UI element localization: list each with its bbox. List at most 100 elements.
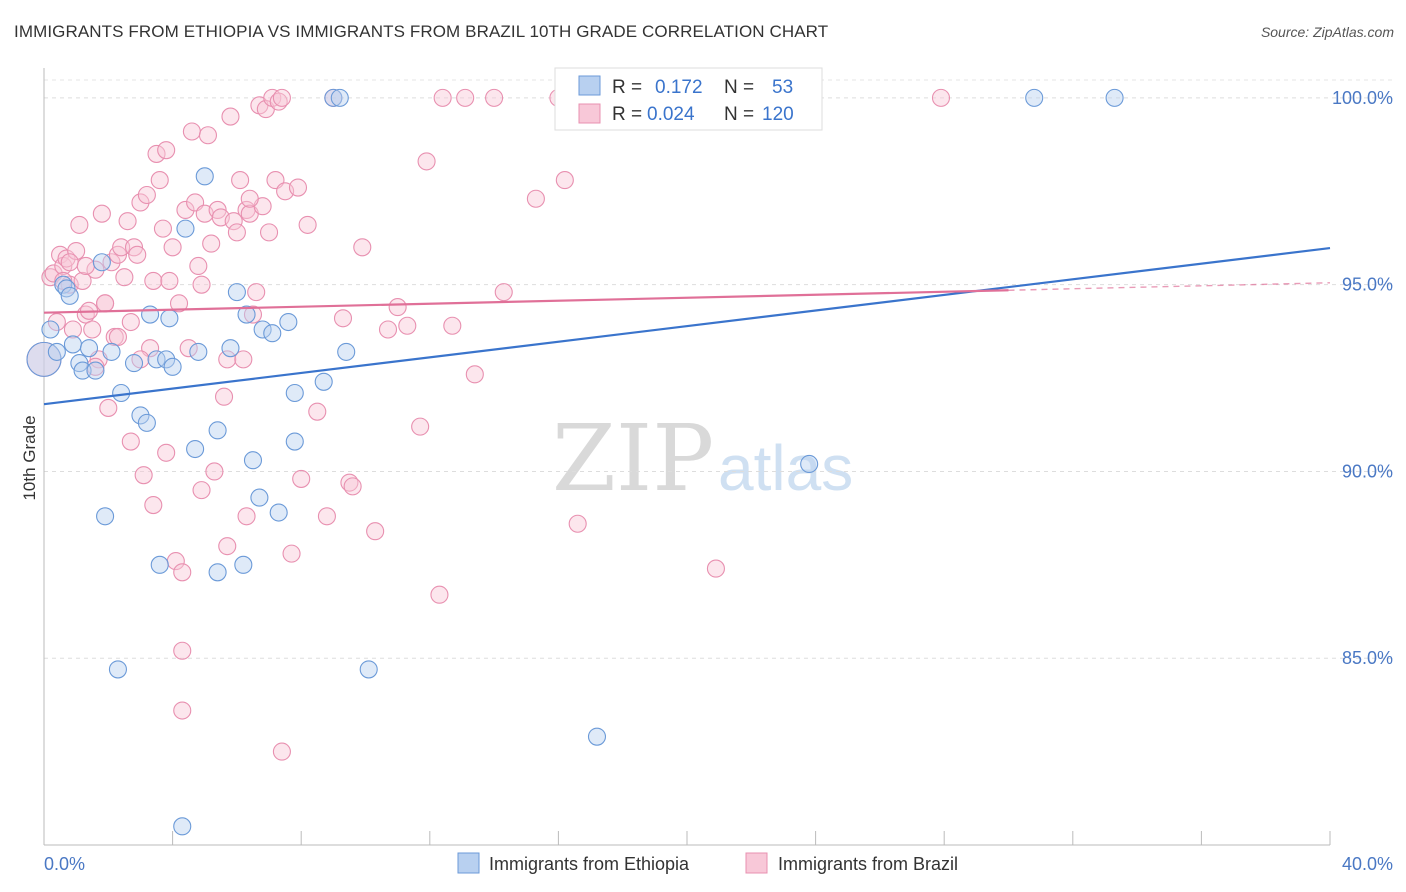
ethiopia-point-25 <box>195 167 214 186</box>
ethiopia-point-47 <box>108 660 127 679</box>
brazil-point-98 <box>555 171 574 190</box>
y-tick-label-0: 85.0% <box>1342 648 1393 668</box>
ethiopia-point-1 <box>41 320 60 339</box>
brazil-point-52 <box>205 462 224 481</box>
watermark-atlas: atlas <box>718 432 853 504</box>
brazil-point-79 <box>317 507 336 526</box>
ethiopia-point-37 <box>285 432 304 451</box>
ethiopia-point-32 <box>253 320 272 339</box>
ethiopia-point-33 <box>263 324 282 343</box>
ethiopia-point-29 <box>237 305 256 324</box>
ethiopia-point-36 <box>285 383 304 403</box>
ethiopia-point-39 <box>324 88 343 107</box>
brazil-point-29 <box>131 193 150 212</box>
ethiopia-point-27 <box>221 339 240 358</box>
ethiopia-point-26 <box>208 421 227 440</box>
brazil-point-76 <box>288 178 308 197</box>
brazil-point-56 <box>218 350 237 369</box>
brazil-point-95 <box>494 283 513 302</box>
brazil-point-83 <box>353 238 372 257</box>
brazil-point-99 <box>568 514 587 533</box>
ethiopia-r-value: 0.172 <box>655 77 703 98</box>
brazil-point-91 <box>443 316 462 335</box>
brazil-trendline-extension <box>1008 282 1331 291</box>
brazil-point-118 <box>292 469 311 488</box>
brazil-point-60 <box>231 171 250 190</box>
ethiopia-point-49 <box>587 727 607 746</box>
brazil-point-69 <box>259 223 279 242</box>
ethiopia-point-19 <box>157 350 176 369</box>
brazil-point-14 <box>83 320 102 339</box>
ethiopia-point-24 <box>189 342 208 361</box>
brazil-point-107 <box>192 481 211 500</box>
ethiopia-point-22 <box>176 219 195 238</box>
brazil-point-88 <box>411 417 430 436</box>
ethiopia-point-41 <box>337 342 356 361</box>
ethiopia-series <box>26 88 1124 836</box>
ethiopia-point-2 <box>47 342 66 361</box>
ethiopia-point-45 <box>208 563 227 582</box>
brazil-point-84 <box>366 522 385 541</box>
ethiopia-point-43 <box>96 507 115 526</box>
brazil-point-92 <box>456 88 475 107</box>
ethiopia-point-16 <box>137 413 156 432</box>
brazil-point-111 <box>173 701 192 720</box>
brazil-point-109 <box>237 507 256 526</box>
y-tick-labels: 85.0% 90.0% 95.0% 100.0% <box>1332 88 1393 668</box>
legend-label-brazil: Immigrants from Brazil <box>778 854 958 874</box>
brazil-point-94 <box>485 88 504 107</box>
brazil-point-116 <box>76 256 95 276</box>
brazil-point-86 <box>388 298 407 317</box>
brazil-point-45 <box>182 122 201 141</box>
brazil-point-96 <box>526 189 545 208</box>
ethiopia-point-28 <box>227 283 246 302</box>
ethiopia-n-label: N = <box>724 77 754 98</box>
y-tick-label-2: 95.0% <box>1342 275 1393 295</box>
ethiopia-point-31 <box>250 488 269 507</box>
ethiopia-point-30 <box>243 451 263 470</box>
ethiopia-point-20 <box>160 309 179 328</box>
brazil-point-3 <box>47 312 66 332</box>
brazil-point-35 <box>150 171 169 190</box>
ethiopia-point-13 <box>112 383 131 403</box>
brazil-point-77 <box>298 215 317 234</box>
ethiopia-point-46 <box>234 555 253 574</box>
brazil-series <box>26 88 951 761</box>
brazil-point-55 <box>214 387 234 406</box>
ethiopia-point-9 <box>79 339 99 358</box>
brazil-point-59 <box>227 223 246 242</box>
ethiopia-point-10 <box>86 361 105 380</box>
brazil-stat-swatch <box>578 103 601 124</box>
ethiopia-stat-swatch <box>578 75 601 96</box>
watermark: ZIP atlas <box>552 405 853 512</box>
ethiopia-point-14 <box>124 354 144 373</box>
brazil-point-19 <box>99 398 118 417</box>
ethiopia-point-50 <box>800 454 819 474</box>
ethiopia-point-34 <box>269 503 288 522</box>
brazil-point-119 <box>240 189 259 208</box>
brazil-n-value: 120 <box>762 104 794 125</box>
brazil-point-58 <box>224 212 243 231</box>
brazil-point-112 <box>430 585 449 604</box>
brazil-n-label: N = <box>724 104 754 125</box>
brazil-point-43 <box>176 200 195 220</box>
brazil-point-24 <box>115 268 134 287</box>
ethiopia-point-38 <box>314 372 333 391</box>
ethiopia-n-value: 53 <box>772 77 793 98</box>
brazil-point-113 <box>343 477 362 496</box>
brazil-point-100 <box>706 559 725 578</box>
ethiopia-point-8 <box>73 361 92 380</box>
stats-legend: R = 0.172 N = 53 R = 0.024 N = 120 <box>554 67 823 131</box>
brazil-point-106 <box>173 563 192 582</box>
brazil-point-110 <box>272 742 291 761</box>
ethiopia-point-52 <box>1105 88 1124 107</box>
brazil-point-15 <box>86 260 105 279</box>
brazil-point-75 <box>282 544 301 563</box>
ethiopia-r-label: R = <box>612 77 642 98</box>
ethiopia-point-6 <box>63 335 82 354</box>
ethiopia-point-21 <box>163 357 182 376</box>
brazil-point-44 <box>179 339 198 358</box>
brazil-point-37 <box>157 141 176 160</box>
brazil-trendline <box>43 289 1009 314</box>
ethiopia-point-42 <box>359 660 378 679</box>
